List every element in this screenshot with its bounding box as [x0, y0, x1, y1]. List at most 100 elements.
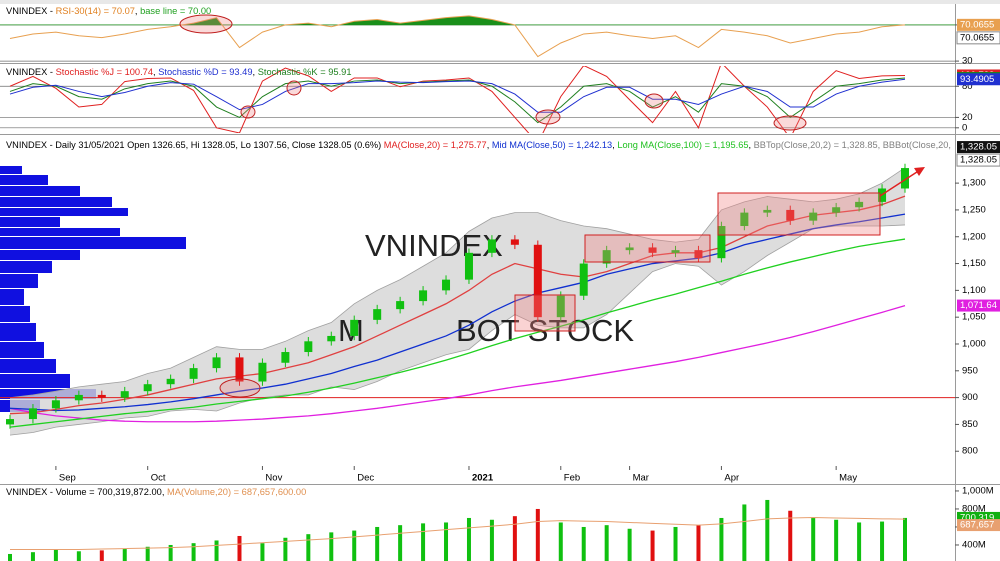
volume-bar: [650, 530, 655, 561]
volume-profile-bar: [0, 175, 48, 185]
candle-body: [464, 252, 473, 280]
volume-profile-bar: [0, 359, 56, 373]
price-tag: [957, 299, 1000, 312]
x-tick-label: Feb: [564, 473, 580, 484]
volume-bar: [903, 517, 907, 561]
candle-body: [671, 250, 680, 253]
volume-bar: [788, 510, 793, 561]
volume-bar: [122, 548, 127, 561]
trend-arrow: [879, 169, 921, 197]
y-tick-label: 1,100: [962, 285, 986, 296]
candle-body: [74, 394, 83, 401]
candle-body: [556, 295, 565, 318]
series-line: [9, 66, 906, 133]
candle-body: [419, 290, 428, 302]
candle-body: [855, 201, 864, 208]
price-tag-label: 1,328.05: [960, 155, 997, 166]
x-tick-label: Dec: [357, 473, 374, 484]
candle-body: [235, 357, 244, 382]
volume-bar: [30, 552, 35, 561]
volume-bar: [857, 522, 862, 561]
volume-bar: [283, 537, 288, 561]
y-tick-label: 850: [962, 419, 978, 430]
candle-body: [166, 378, 175, 385]
watermark: VNINDEX: [365, 228, 503, 263]
candle-body: [442, 279, 451, 291]
series-line: [9, 224, 906, 436]
volume-bar: [214, 540, 219, 561]
x-tick-label: Mar: [633, 473, 649, 484]
candle-body: [694, 250, 703, 259]
volume-bar: [168, 544, 173, 561]
price-tag-label: 700,319: [960, 512, 994, 523]
y-tick-label: 800: [962, 446, 978, 457]
y-tick-label: 400M: [962, 539, 986, 550]
highlight-ellipse: [286, 80, 302, 96]
candle-body: [97, 394, 106, 398]
volume-profile-bar: [0, 166, 22, 174]
candle-body: [602, 250, 611, 264]
volume-bar: [8, 553, 12, 561]
volume-bar: [306, 534, 311, 561]
toolbar-strip: [0, 0, 1000, 4]
highlight-ellipse: [179, 14, 233, 34]
y-tick-label: 1,200: [962, 231, 986, 242]
volume-profile-bar: [0, 208, 128, 216]
volume-profile-bar: [0, 197, 112, 207]
volume-bar: [329, 532, 334, 561]
header-segment: ,: [253, 67, 258, 77]
volume-profile-bar: [0, 374, 70, 388]
candle-body: [143, 384, 152, 392]
x-tick-label: Sep: [59, 473, 76, 484]
header-segment: ,: [612, 140, 617, 150]
volume-bar: [237, 535, 242, 561]
header-segment: base line = 70.00: [140, 6, 211, 16]
y-tick-label: 1,150: [962, 258, 986, 269]
volume-bar: [742, 504, 747, 561]
volume-bar: [673, 526, 678, 561]
y-tick-label: 30: [962, 56, 973, 67]
volume-bar: [466, 517, 471, 561]
x-tick-label: Nov: [265, 473, 282, 484]
volume-bar: [627, 528, 632, 561]
price-tag-label: 687,657: [960, 520, 994, 531]
annotations: [179, 14, 925, 398]
series-line: [9, 195, 906, 415]
highlight-ellipse: [773, 115, 807, 131]
candle-body: [579, 263, 588, 296]
volume-bar: [834, 519, 839, 561]
candle-body: [304, 341, 313, 353]
volume-bar: [558, 522, 563, 561]
y-tick-label: 1,250: [962, 204, 986, 215]
y-tick-label: 20: [962, 112, 973, 123]
candle-body: [763, 209, 772, 213]
volume-bar: [191, 543, 196, 561]
price-tag-label: 1,328.05: [960, 142, 997, 153]
volume-bar: [719, 517, 724, 561]
volume-profile-bar: [0, 342, 44, 358]
candle-body: [396, 301, 405, 310]
y-tick-label: 900: [962, 392, 978, 403]
y-tick-label: 1,000M: [962, 485, 994, 496]
panel-header: VNINDEX - Volume = 700,319,872.00, MA(Vo…: [6, 487, 306, 497]
y-tick-label: 80: [962, 81, 973, 92]
candle-body: [51, 400, 60, 409]
series-line: [9, 238, 906, 428]
volume-bar: [604, 525, 609, 561]
series-line: [9, 15, 906, 58]
volume-profile-bar: [0, 217, 60, 227]
candle-body: [281, 352, 290, 363]
price-tag: [957, 519, 1000, 532]
header-segment: ,: [153, 67, 158, 77]
candle-body: [189, 368, 198, 379]
volume-bar: [765, 499, 770, 561]
header-segment: VNINDEX -: [6, 67, 56, 77]
volume-bar: [76, 551, 81, 561]
trend-arrow-head: [914, 167, 925, 176]
header-segment: Stochastic %J = 100.74: [56, 67, 153, 77]
volume-profile-bar: [0, 228, 120, 236]
volume-profile-bar: [0, 274, 38, 288]
volume-bar: [696, 525, 701, 561]
